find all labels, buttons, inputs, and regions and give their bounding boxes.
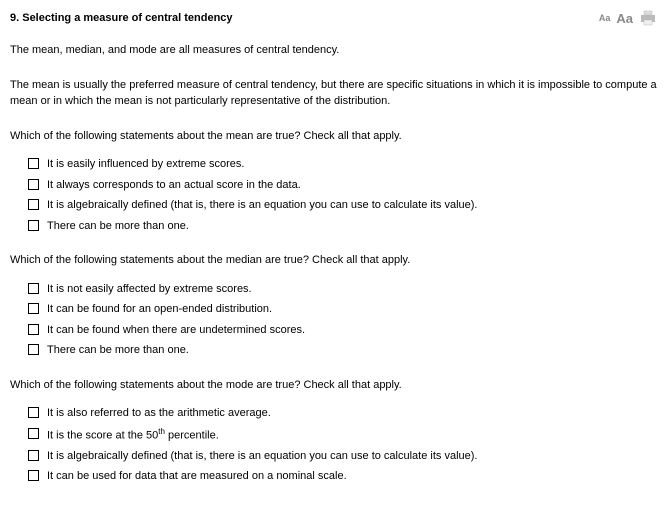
- option-label: It is also referred to as the arithmetic…: [47, 405, 271, 422]
- checkbox[interactable]: [28, 344, 39, 355]
- checkbox[interactable]: [28, 220, 39, 231]
- option-label: It is easily influenced by extreme score…: [47, 156, 244, 173]
- option-row: It is easily influenced by extreme score…: [28, 156, 657, 173]
- option-label: There can be more than one.: [47, 218, 189, 235]
- option-row: It is also referred to as the arithmetic…: [28, 405, 657, 422]
- checkbox[interactable]: [28, 450, 39, 461]
- intro-paragraph-1: The mean, median, and mode are all measu…: [10, 42, 657, 59]
- checkbox[interactable]: [28, 303, 39, 314]
- option-row: It is the score at the 50th percentile.: [28, 426, 657, 444]
- option-row: It always corresponds to an actual score…: [28, 177, 657, 194]
- option-row: It is not easily affected by extreme sco…: [28, 281, 657, 298]
- option-label: It is not easily affected by extreme sco…: [47, 281, 252, 298]
- option-row: It can be used for data that are measure…: [28, 468, 657, 485]
- checkbox[interactable]: [28, 470, 39, 481]
- option-row: It can be found when there are undetermi…: [28, 322, 657, 339]
- checkbox[interactable]: [28, 428, 39, 439]
- page-title: 9. Selecting a measure of central tenden…: [10, 12, 233, 24]
- intro-paragraph-2: The mean is usually the preferred measur…: [10, 77, 657, 110]
- question-prompt: Which of the following statements about …: [10, 128, 657, 145]
- option-row: It can be found for an open-ended distri…: [28, 301, 657, 318]
- checkbox[interactable]: [28, 158, 39, 169]
- checkbox[interactable]: [28, 179, 39, 190]
- question-prompt: Which of the following statements about …: [10, 377, 657, 394]
- option-row: There can be more than one.: [28, 218, 657, 235]
- print-icon[interactable]: [639, 10, 657, 26]
- option-label: It always corresponds to an actual score…: [47, 177, 301, 194]
- question-block: Which of the following statements about …: [10, 128, 657, 235]
- option-label: It can be used for data that are measure…: [47, 468, 347, 485]
- option-label: It can be found for an open-ended distri…: [47, 301, 272, 318]
- option-label: It can be found when there are undetermi…: [47, 322, 305, 339]
- option-label: There can be more than one.: [47, 342, 189, 359]
- checkbox[interactable]: [28, 283, 39, 294]
- checkbox[interactable]: [28, 407, 39, 418]
- option-row: It is algebraically defined (that is, th…: [28, 197, 657, 214]
- question-block: Which of the following statements about …: [10, 252, 657, 359]
- option-label: It is the score at the 50th percentile.: [47, 426, 219, 444]
- checkbox[interactable]: [28, 199, 39, 210]
- font-size-large-button[interactable]: Aa: [616, 11, 633, 26]
- toolbar: Aa Aa: [599, 10, 657, 26]
- option-label: It is algebraically defined (that is, th…: [47, 448, 477, 465]
- checkbox[interactable]: [28, 324, 39, 335]
- question-prompt: Which of the following statements about …: [10, 252, 657, 269]
- option-label: It is algebraically defined (that is, th…: [47, 197, 477, 214]
- option-row: It is algebraically defined (that is, th…: [28, 448, 657, 465]
- header-row: 9. Selecting a measure of central tenden…: [10, 10, 657, 26]
- question-block: Which of the following statements about …: [10, 377, 657, 485]
- option-row: There can be more than one.: [28, 342, 657, 359]
- font-size-small-button[interactable]: Aa: [599, 13, 611, 23]
